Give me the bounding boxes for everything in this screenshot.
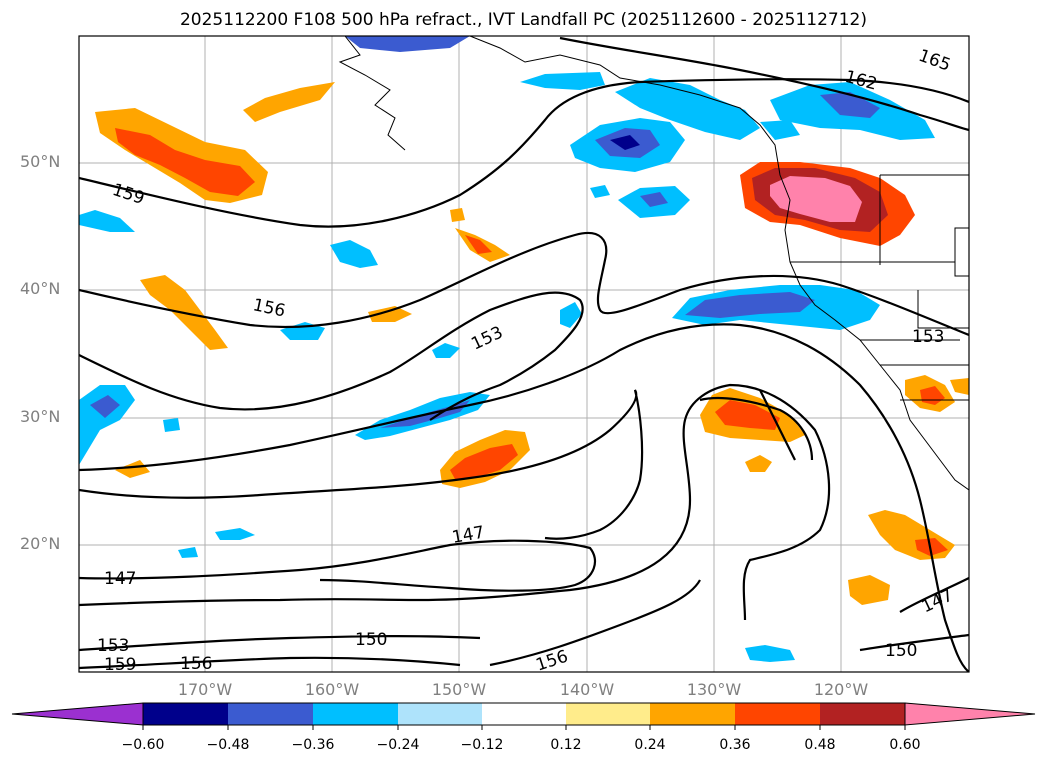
- lon-label: 130°W: [686, 680, 742, 699]
- lon-label: 160°W: [304, 680, 360, 699]
- lon-label: 140°W: [559, 680, 615, 699]
- colorbar-bin: [228, 703, 313, 725]
- colorbar: [11, 702, 1036, 730]
- colorbar-bin: [313, 703, 398, 725]
- colorbar-bin: [143, 703, 228, 725]
- lat-label: 50°N: [20, 152, 61, 171]
- colorbar-bin: [566, 703, 650, 725]
- colorbar-tick-label: −0.60: [121, 737, 165, 753]
- map-frame: [78, 35, 970, 673]
- colorbar-tick-label: −0.24: [376, 737, 420, 753]
- lon-label: 170°W: [177, 680, 233, 699]
- lon-label: 120°W: [813, 680, 869, 699]
- lon-label: 150°W: [431, 680, 487, 699]
- gridlines: [79, 36, 969, 672]
- colorbar-tick-label: 0.36: [719, 737, 751, 753]
- colorbar-tick-label: −0.48: [206, 737, 250, 753]
- colorbar-tick-label: 0.60: [889, 737, 921, 753]
- contour-label: 150: [885, 641, 917, 661]
- colorbar-tick-label: −0.36: [291, 737, 335, 753]
- height-contours: [79, 36, 969, 672]
- lat-label: 30°N: [20, 407, 61, 426]
- colorbar-tick-label: −0.12: [460, 737, 504, 753]
- contour-label: 153: [97, 636, 129, 656]
- colorbar-extend-low: [11, 702, 144, 726]
- contour-label: 159: [104, 655, 136, 675]
- contour-label: 156: [180, 654, 212, 674]
- colorbar-bin: [735, 703, 820, 725]
- contour-label: 150: [355, 630, 387, 650]
- colorbar-tick-label: 0.12: [550, 737, 582, 753]
- colorbar-bin: [820, 703, 905, 725]
- contour-label: 153: [912, 327, 944, 347]
- colorbar-extend-high: [904, 702, 1036, 726]
- map-panel: 165 162 159 156 153 153 147 147 153 159 …: [79, 36, 969, 675]
- colorbar-tick-label: 0.48: [804, 737, 836, 753]
- colorbar-bin: [398, 703, 482, 725]
- colorbar-tick-label: 0.24: [634, 737, 666, 753]
- colorbar-bin: [650, 703, 735, 725]
- colorbar-bin: [482, 703, 566, 725]
- contour-label: 147: [104, 569, 136, 589]
- map-title: 2025112200 F108 500 hPa refract., IVT La…: [179, 10, 867, 30]
- lat-label: 20°N: [20, 534, 61, 553]
- lat-label: 40°N: [20, 279, 61, 298]
